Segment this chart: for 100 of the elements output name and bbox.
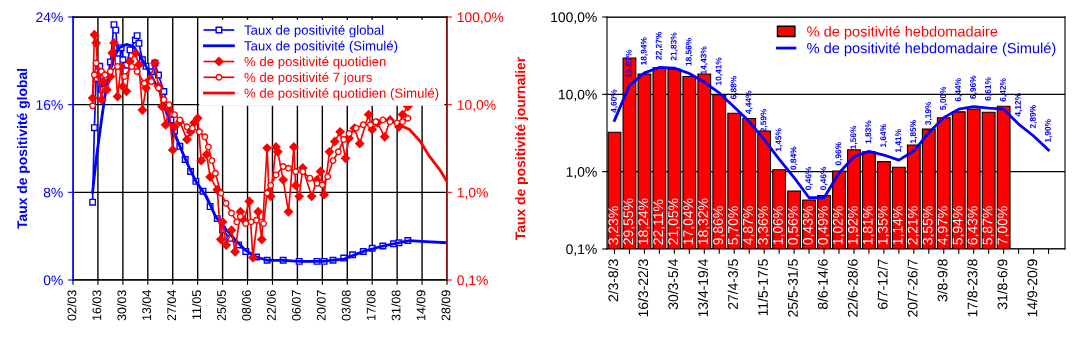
data-label: 3,23% [608,206,620,245]
data-label: 18,24% [638,198,650,245]
x-tick-label: 08/06 [241,290,251,321]
data-label: 1,06% [773,206,785,245]
x-tick-label: 27/04 [166,290,177,321]
y2-axis-title: Taux de positivité journalier [514,56,528,241]
x-tick-label: 22/06 [266,290,276,321]
data-label: 6,43% [967,206,980,245]
y2-tick-label: 100,0% [457,12,504,24]
data-label: 1,56% [850,125,858,149]
x-tick-label: 8/6-14/6 [817,259,828,310]
data-label: 9,86% [713,206,725,245]
data-label: 29,55% [623,198,635,245]
y-tick-label: 0,1% [566,244,597,256]
data-label: 0,56% [787,206,800,245]
data-label: 21,05% [668,198,680,245]
data-label: 6,61% [985,77,993,101]
y-tick-label: 100,0% [551,12,597,24]
data-label: 6,88% [730,75,738,100]
x-tick-label: 02/03 [67,290,77,321]
y-tick-label: 0% [43,275,63,286]
x-tick-label: 28/09 [441,290,451,321]
legend-label: % de positivité 7 jours [244,72,372,85]
data-label: 17,04% [683,198,695,245]
data-label: 4,97% [937,206,950,245]
x-tick-label: 20/07 [316,290,326,321]
x-tick-label: 31/8-6/9 [997,259,1008,310]
y2-tick-label: 0,1% [457,275,488,287]
data-label: 4,87% [743,206,755,245]
x-tick-label: 6/7-12/7 [877,259,888,309]
data-label: 1,64% [880,124,888,148]
data-label: 4,12% [1014,93,1023,117]
x-tick-label: 31/08 [391,290,401,321]
x-tick-label: 25/5-31/5 [787,259,798,317]
x-tick-label: 25/05 [216,290,226,321]
data-label: 18,56% [685,38,693,66]
legend-label: % de positivité hebdomadaire [807,25,998,40]
data-label: 4,60% [610,89,618,113]
x-tick-label: 2/3-8/3 [608,259,619,302]
data-label: 0,46% [820,166,828,190]
data-label: 18,32% [698,198,710,245]
x-tick-label: 03/08 [341,290,351,321]
data-label: 1,41% [895,129,903,153]
x-tick-label: 13/04 [141,290,152,321]
data-label: 1,14% [892,206,905,245]
data-label: 1,83% [865,120,873,144]
data-label: 1,92% [847,206,860,245]
x-tick-label: 11/5-17/5 [757,259,768,316]
x-tick-label: 11/05 [191,290,202,320]
y-tick-label: 24% [36,12,63,23]
data-label: 14,43% [700,46,708,74]
x-tick-label: 20/7-26/7 [907,259,918,317]
data-label: 5,70% [728,206,740,245]
legend-label: Taux de positivité global [244,24,384,38]
data-label: 5,00% [940,86,948,110]
x-tick-label: 16/3-22/3 [637,259,649,317]
x-tick-label: 13/4-19/4 [697,259,709,317]
x-tick-label: 30/03 [117,290,127,321]
y-tick-label: 16% [36,100,63,110]
y-tick-label: 1,0% [566,167,597,179]
data-label: 0,46% [805,166,813,190]
legend-label: % de positivité hebdomadaire (Simulé) [807,42,1056,57]
data-label: 3,19% [925,101,933,126]
data-label: 21,83% [670,32,678,61]
data-label: 2,59% [760,108,768,132]
data-label: 1,85% [910,120,918,143]
legend-label: % de positivité quotidien (Simulé) [244,87,439,101]
data-label: 13,07% [625,49,633,78]
data-label: 0,43% [802,206,815,245]
y2-tick-label: 1,0% [457,187,488,200]
data-label: 2,89% [1029,105,1038,129]
data-label: 22,11% [653,199,665,245]
x-tick-label: 30/3-5/4 [667,259,679,310]
x-tick-label: 06/07 [291,290,301,321]
data-label: 22,27% [655,31,663,60]
data-label: 0,84% [790,146,798,170]
y-tick-label: 10,0% [558,89,597,102]
data-label: 1,45% [775,128,783,152]
x-tick-label: 27/4-3/5 [727,259,738,309]
data-label: 7,00% [997,206,1009,245]
data-label: 6,42% [999,78,1008,102]
x-tick-label: 16/03 [92,290,102,321]
data-label: 18,94% [640,37,648,65]
data-label: 1,35% [877,206,890,245]
x-tick-label: 3/8-9/8 [937,259,948,302]
data-label: 6,96% [970,75,978,99]
data-label: 10,41% [715,57,723,85]
data-label: 5,94% [952,206,965,245]
data-label: 6,44% [955,78,963,102]
y-axis-title: Taux de positivité global [16,68,30,229]
y2-tick-label: 10,0% [457,100,496,112]
data-label: 3,55% [922,206,935,245]
data-label: 4,44% [745,90,753,114]
data-label: 0,96% [835,142,843,166]
x-tick-label: 17/08 [366,290,376,321]
legend-label: % de positivité quotidien [244,56,386,69]
data-label: 0,49% [817,206,830,245]
data-label: 3,36% [758,206,770,245]
legend-label: Taux de positivité (Simulé) [244,40,398,54]
x-tick-label: 14/09 [416,290,426,321]
